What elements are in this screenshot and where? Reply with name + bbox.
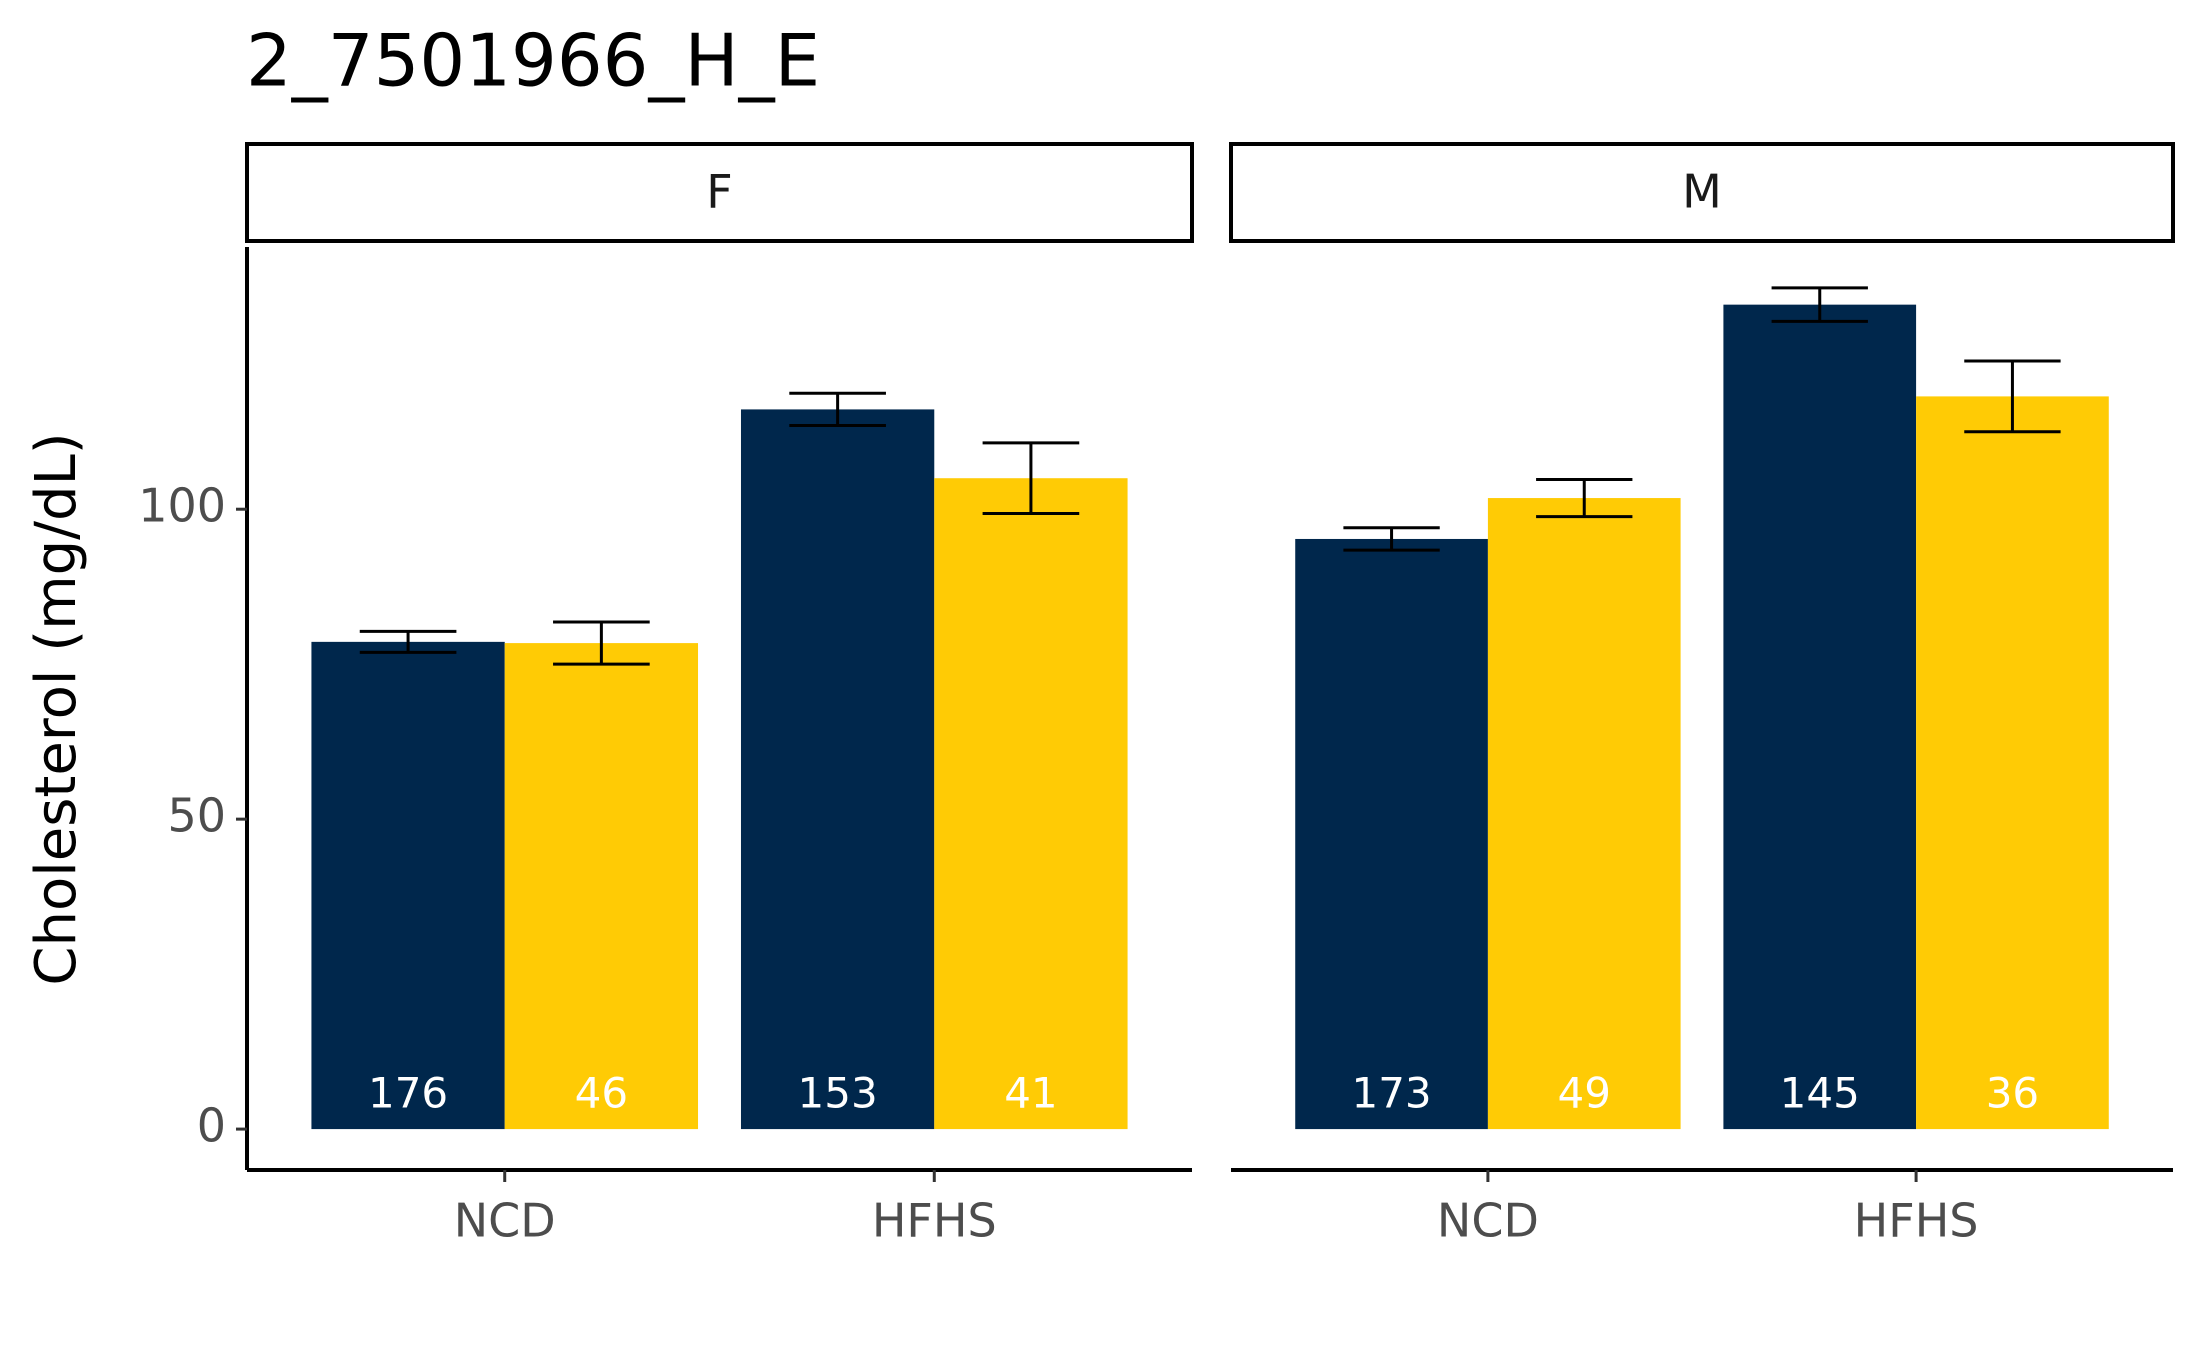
bar [934,478,1128,1130]
bar [311,641,505,1130]
strip-label: M [1682,165,1722,219]
error-bar [553,620,650,666]
error-bar [1771,286,1868,323]
error-bar [982,441,1080,516]
error-bar [359,629,457,654]
bar [1723,304,1917,1130]
y-axis-label: Cholesterol (mg/dL) [24,432,89,985]
y-tick-label: 100 [138,479,226,533]
bar [1295,538,1488,1130]
x-tick-label: NCD [454,1194,556,1248]
y-tick-label: 0 [197,1099,226,1153]
strip-label: F [706,165,732,219]
bar [1487,498,1681,1130]
count-label: 49 [1558,1069,1611,1118]
bar [504,643,699,1130]
x-tick-label: HFHS [1854,1194,1979,1248]
error-bar [789,391,886,428]
y-tick-label: 50 [167,789,226,843]
error-bar [1536,477,1633,519]
count-label: 46 [575,1069,628,1118]
chart-title: 2_7501966_H_E [246,19,820,103]
x-tick-label: HFHS [872,1194,997,1248]
error-bar [1343,526,1440,552]
count-label: 36 [1986,1069,2039,1118]
bar [1916,396,2109,1130]
count-label: 176 [368,1069,448,1118]
count-label: 173 [1351,1069,1431,1118]
count-label: 153 [798,1069,878,1118]
count-label: 41 [1004,1069,1057,1118]
strip [245,142,1194,243]
count-label: 145 [1780,1069,1860,1118]
x-tick-label: NCD [1437,1194,1539,1248]
strip [1229,142,2175,243]
error-bar [1964,359,2061,434]
bar [740,409,935,1130]
